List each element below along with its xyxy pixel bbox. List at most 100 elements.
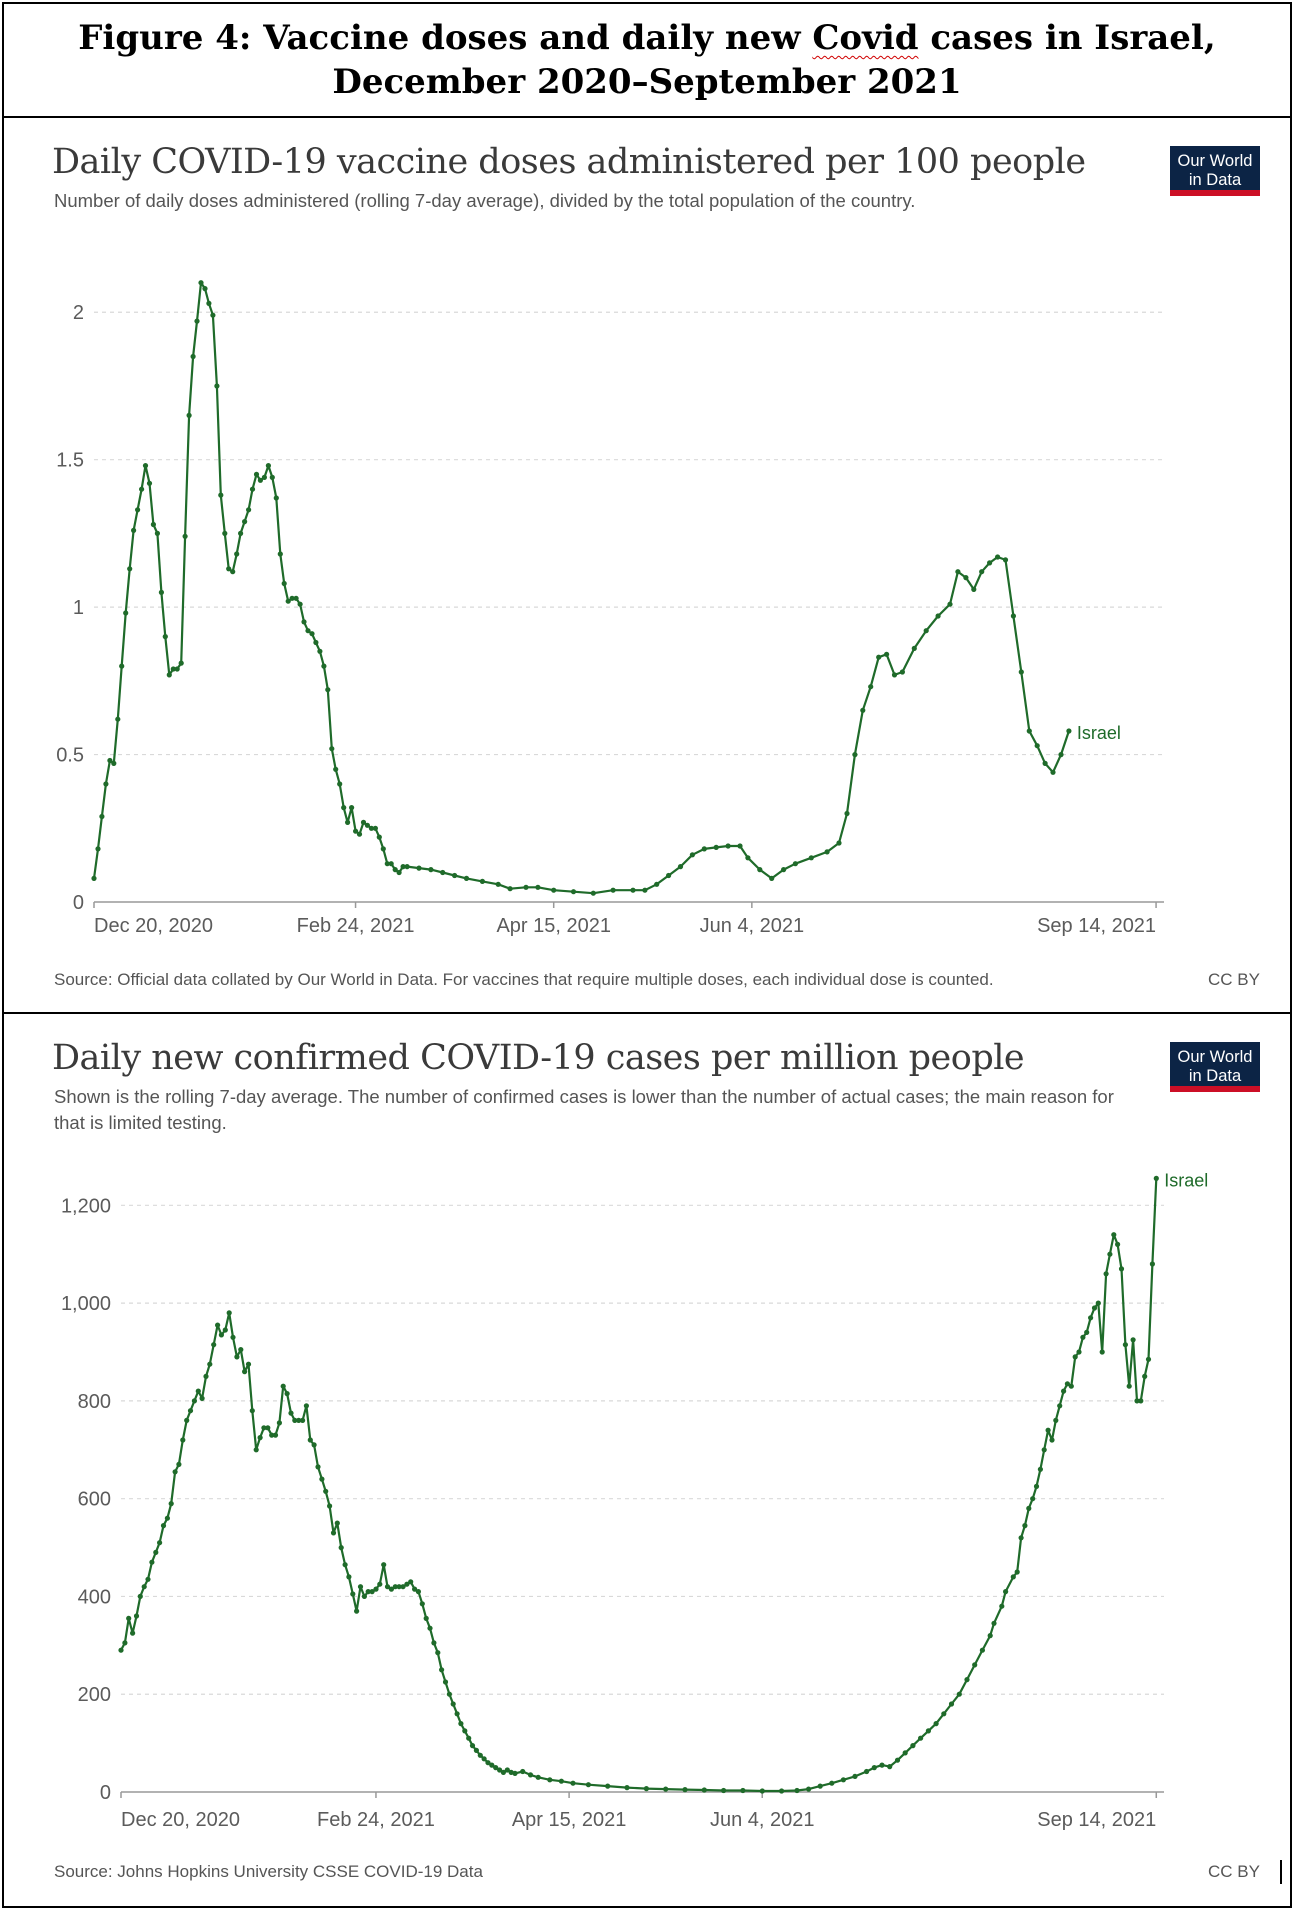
data-point <box>149 1559 155 1565</box>
data-point <box>745 855 751 861</box>
data-point <box>184 1417 190 1423</box>
data-point <box>740 1787 746 1794</box>
data-point <box>759 1788 765 1794</box>
data-point <box>462 1728 468 1734</box>
license-label[interactable]: CC BY <box>1208 1862 1260 1881</box>
data-point <box>590 890 596 896</box>
data-point <box>1034 743 1040 749</box>
y-tick-label: 400 <box>78 1586 111 1608</box>
data-point <box>941 1711 947 1717</box>
data-point <box>354 1608 360 1614</box>
data-point <box>284 1391 290 1397</box>
data-point <box>415 1589 421 1595</box>
data-point <box>442 1679 449 1685</box>
data-point <box>103 781 109 787</box>
data-point <box>131 527 137 533</box>
data-point <box>871 1765 877 1771</box>
data-point <box>360 819 367 826</box>
data-point <box>551 887 557 893</box>
data-point <box>123 610 129 616</box>
data-point <box>689 852 696 858</box>
data-point <box>1058 752 1064 758</box>
data-point <box>412 1586 418 1592</box>
data-point <box>246 507 252 513</box>
data-point <box>170 666 176 672</box>
license-label[interactable]: CC BY <box>1208 970 1260 989</box>
data-point <box>396 869 402 876</box>
data-point <box>168 1501 174 1507</box>
data-point <box>327 1503 333 1509</box>
data-point <box>1010 1574 1016 1580</box>
data-point <box>1049 1437 1055 1443</box>
data-point <box>349 805 355 811</box>
data-point <box>218 492 224 498</box>
figure-title: Figure 4: Vaccine doses and daily new Co… <box>27 16 1267 104</box>
data-point <box>373 1586 379 1592</box>
data-point <box>910 1743 916 1749</box>
data-point <box>891 672 898 678</box>
data-point <box>325 687 331 693</box>
data-point <box>285 598 291 604</box>
data-point <box>305 628 311 634</box>
data-point <box>160 1523 167 1529</box>
data-point <box>1153 1175 1159 1181</box>
data-point <box>296 1417 302 1423</box>
data-point <box>178 660 184 666</box>
series-label: Israel <box>1077 723 1121 743</box>
data-point <box>230 1334 236 1340</box>
data-point <box>925 1728 932 1734</box>
data-point <box>265 1425 271 1431</box>
data-point <box>157 1540 163 1546</box>
data-point <box>995 554 1001 560</box>
data-point <box>504 1767 510 1773</box>
data-point <box>894 1757 901 1763</box>
data-point <box>202 286 208 292</box>
owid-logo[interactable]: Our World in Data <box>1170 1042 1260 1092</box>
data-point <box>404 1581 410 1587</box>
data-point <box>162 634 168 640</box>
data-point <box>315 1464 321 1470</box>
data-point <box>392 867 398 873</box>
data-point <box>273 495 279 501</box>
data-point <box>663 1786 669 1792</box>
data-point <box>495 881 501 887</box>
data-point <box>137 1593 143 1599</box>
data-point <box>469 1743 476 1749</box>
x-tick-label: Apr 15, 2021 <box>496 915 611 937</box>
data-point <box>384 1584 391 1590</box>
data-point <box>341 805 347 811</box>
data-point <box>725 843 731 849</box>
data-point <box>971 586 977 592</box>
data-point <box>769 875 775 882</box>
data-point <box>477 1752 483 1758</box>
data-point <box>257 1435 263 1441</box>
owid-logo[interactable]: Our World in Data <box>1170 146 1260 196</box>
data-point <box>222 1327 228 1333</box>
data-point <box>808 855 814 861</box>
data-point <box>1061 1388 1067 1394</box>
data-point <box>956 1691 962 1697</box>
data-point <box>876 654 882 660</box>
logo-line: Our World <box>1177 1048 1253 1066</box>
data-point <box>435 1650 441 1656</box>
data-point <box>677 864 684 870</box>
data-point <box>380 846 386 852</box>
data-point <box>253 1447 259 1453</box>
series-line-israel <box>92 281 1070 895</box>
data-point <box>585 1782 592 1788</box>
data-point <box>570 889 577 895</box>
data-point <box>257 477 263 483</box>
data-point <box>135 507 141 513</box>
y-tick-label: 1 <box>73 597 84 619</box>
data-point <box>935 613 941 619</box>
data-point <box>342 1562 348 1568</box>
data-point <box>947 601 953 607</box>
data-point <box>107 757 113 764</box>
data-point <box>337 781 343 787</box>
data-point <box>142 463 149 469</box>
data-point <box>1037 1466 1043 1472</box>
data-point <box>127 566 133 572</box>
data-point <box>605 1783 611 1789</box>
data-point <box>682 1787 688 1793</box>
